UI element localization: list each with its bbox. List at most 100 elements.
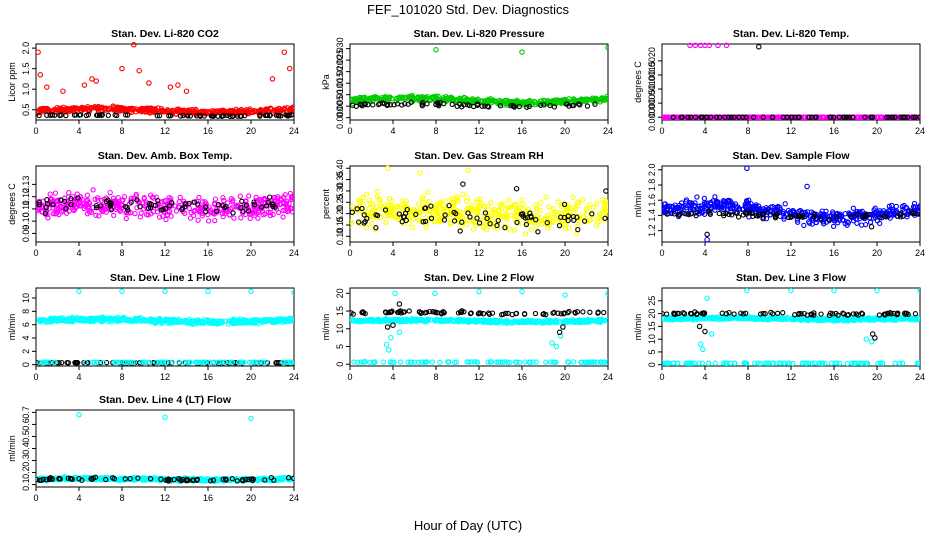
data-point xyxy=(129,359,135,366)
data-point xyxy=(52,359,58,365)
data-point xyxy=(886,114,892,120)
data-point xyxy=(669,203,675,210)
y-axis-label: degrees C xyxy=(633,61,643,103)
outlier-point xyxy=(756,44,762,50)
data-point xyxy=(519,197,525,203)
data-point xyxy=(597,359,604,365)
data-point xyxy=(520,319,527,326)
data-point xyxy=(716,114,723,120)
data-point xyxy=(198,320,204,326)
data-point xyxy=(543,359,549,365)
y-tick-label: 0.015 xyxy=(335,72,345,95)
y-tick-label: 20 xyxy=(647,309,657,319)
data-point xyxy=(494,220,501,226)
data-point xyxy=(564,98,570,105)
data-point xyxy=(459,219,465,225)
data-point xyxy=(479,103,485,109)
data-point xyxy=(465,97,471,103)
data-point xyxy=(229,113,236,119)
data-point xyxy=(664,211,670,217)
data-point xyxy=(828,213,835,219)
data-point xyxy=(273,107,279,113)
data-point xyxy=(195,217,201,223)
data-point xyxy=(860,214,866,220)
data-point xyxy=(459,223,465,230)
data-point xyxy=(676,202,683,209)
data-point xyxy=(366,197,373,203)
data-point xyxy=(830,223,837,230)
x-tick-label: 12 xyxy=(786,248,796,258)
data-point xyxy=(66,208,72,214)
x-tick-label: 12 xyxy=(786,372,796,382)
data-point xyxy=(153,359,159,366)
data-point xyxy=(424,189,431,195)
data-point xyxy=(571,318,577,325)
x-tick-label: 12 xyxy=(474,248,484,258)
data-point xyxy=(375,316,381,323)
data-point xyxy=(381,212,388,219)
data-point xyxy=(173,318,179,324)
data-point xyxy=(367,200,373,207)
data-point xyxy=(564,202,571,208)
data-point xyxy=(96,213,102,219)
data-point xyxy=(63,206,69,212)
data-point xyxy=(533,359,539,365)
y-tick-label: 1.6 xyxy=(647,194,657,207)
data-point xyxy=(566,225,572,231)
data-point xyxy=(379,100,386,106)
data-point xyxy=(220,213,226,220)
data-point xyxy=(183,201,189,207)
data-point xyxy=(522,359,528,365)
data-point xyxy=(523,221,530,228)
data-point xyxy=(373,204,380,211)
data-point xyxy=(806,114,812,120)
data-point xyxy=(471,317,477,323)
x-tick-label: 8 xyxy=(119,126,124,136)
y-tick-label: 5 xyxy=(647,349,657,354)
data-point xyxy=(87,318,93,325)
data-point xyxy=(255,215,261,221)
points-group xyxy=(36,288,294,366)
data-point xyxy=(147,205,154,211)
data-point xyxy=(834,114,840,120)
y-tick-label: 0 xyxy=(647,362,657,367)
data-point xyxy=(716,210,722,217)
data-point xyxy=(488,199,494,206)
data-point xyxy=(714,203,720,209)
data-point xyxy=(389,208,395,214)
data-point xyxy=(202,199,208,205)
y-axis-label: ml/min xyxy=(7,314,17,341)
data-point xyxy=(265,209,271,216)
data-point xyxy=(366,316,372,323)
data-point xyxy=(522,231,529,237)
data-point xyxy=(795,219,801,225)
data-point xyxy=(587,217,593,223)
data-point xyxy=(831,218,837,224)
data-point xyxy=(449,101,455,108)
data-point xyxy=(167,113,174,119)
data-point xyxy=(601,309,607,316)
data-point xyxy=(66,190,72,196)
y-tick-label: 0.11 xyxy=(21,200,31,217)
data-point xyxy=(663,114,669,120)
data-point xyxy=(426,198,432,205)
data-point xyxy=(73,105,79,112)
outlier-point xyxy=(385,347,392,353)
data-point xyxy=(547,102,553,109)
points-group xyxy=(350,288,608,366)
data-point xyxy=(363,224,370,231)
data-point xyxy=(541,217,548,223)
data-point xyxy=(114,205,121,211)
data-point xyxy=(591,359,598,365)
data-point xyxy=(713,114,720,120)
data-point xyxy=(538,102,544,108)
y-tick-label: 15 xyxy=(647,321,657,331)
data-point xyxy=(408,212,414,218)
data-point xyxy=(455,317,461,324)
data-point xyxy=(697,206,704,212)
data-point xyxy=(593,222,600,228)
y-tick-label: 0.0010 xyxy=(647,75,657,103)
outlier-point xyxy=(704,231,710,238)
data-point xyxy=(147,192,154,198)
